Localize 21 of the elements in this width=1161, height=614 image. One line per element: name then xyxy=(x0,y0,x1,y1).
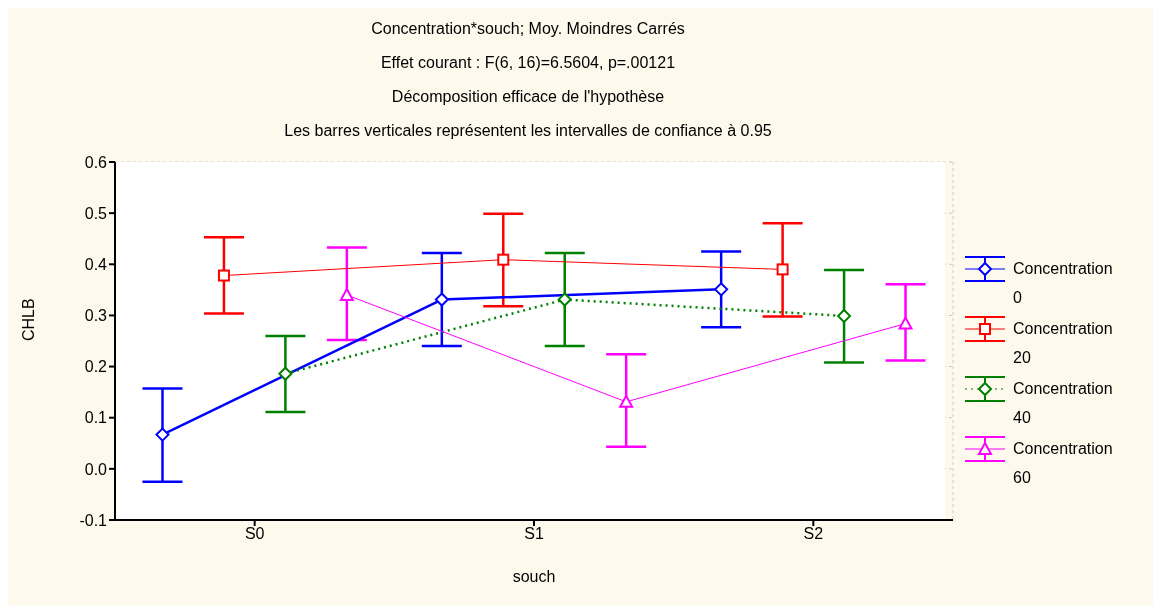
y-tick-label: 0.1 xyxy=(84,409,108,427)
x-tick-label: S1 xyxy=(524,525,544,543)
x-axis-title: souch xyxy=(512,568,556,585)
legend-label: Concentration 60 xyxy=(1013,439,1114,488)
chart-title: Concentration*souch; Moy. Moindres Carrés xyxy=(370,19,686,39)
text: Décomposition efficace de l'hypothèse xyxy=(390,87,666,107)
x-tick-label: S2 xyxy=(803,525,824,543)
legend-label: Concentration 0 xyxy=(1013,259,1114,308)
text: Les barres verticales représentent les intervalles de confiance à 0.95 xyxy=(283,121,773,141)
y-tick-label: 0.2 xyxy=(84,358,108,376)
y-tick-label: 0.4 xyxy=(84,255,108,273)
legend-label: Concentration 40 xyxy=(1013,379,1114,428)
x-tick-label: S0 xyxy=(244,525,265,543)
y-tick-label: -0.1 xyxy=(79,511,108,529)
legend-label: Concentration 20 xyxy=(1013,319,1114,368)
y-tick-label: 0.3 xyxy=(84,307,108,325)
y-axis-title: CHLB xyxy=(19,298,37,341)
y-tick-label: 0.0 xyxy=(84,460,108,478)
y-tick-label: 0.6 xyxy=(84,153,108,171)
y-tick-label: 0.5 xyxy=(84,204,108,222)
chart-subtitle: Effet courant : F(6, 16)=6.5604, p=.00121 xyxy=(379,53,677,73)
